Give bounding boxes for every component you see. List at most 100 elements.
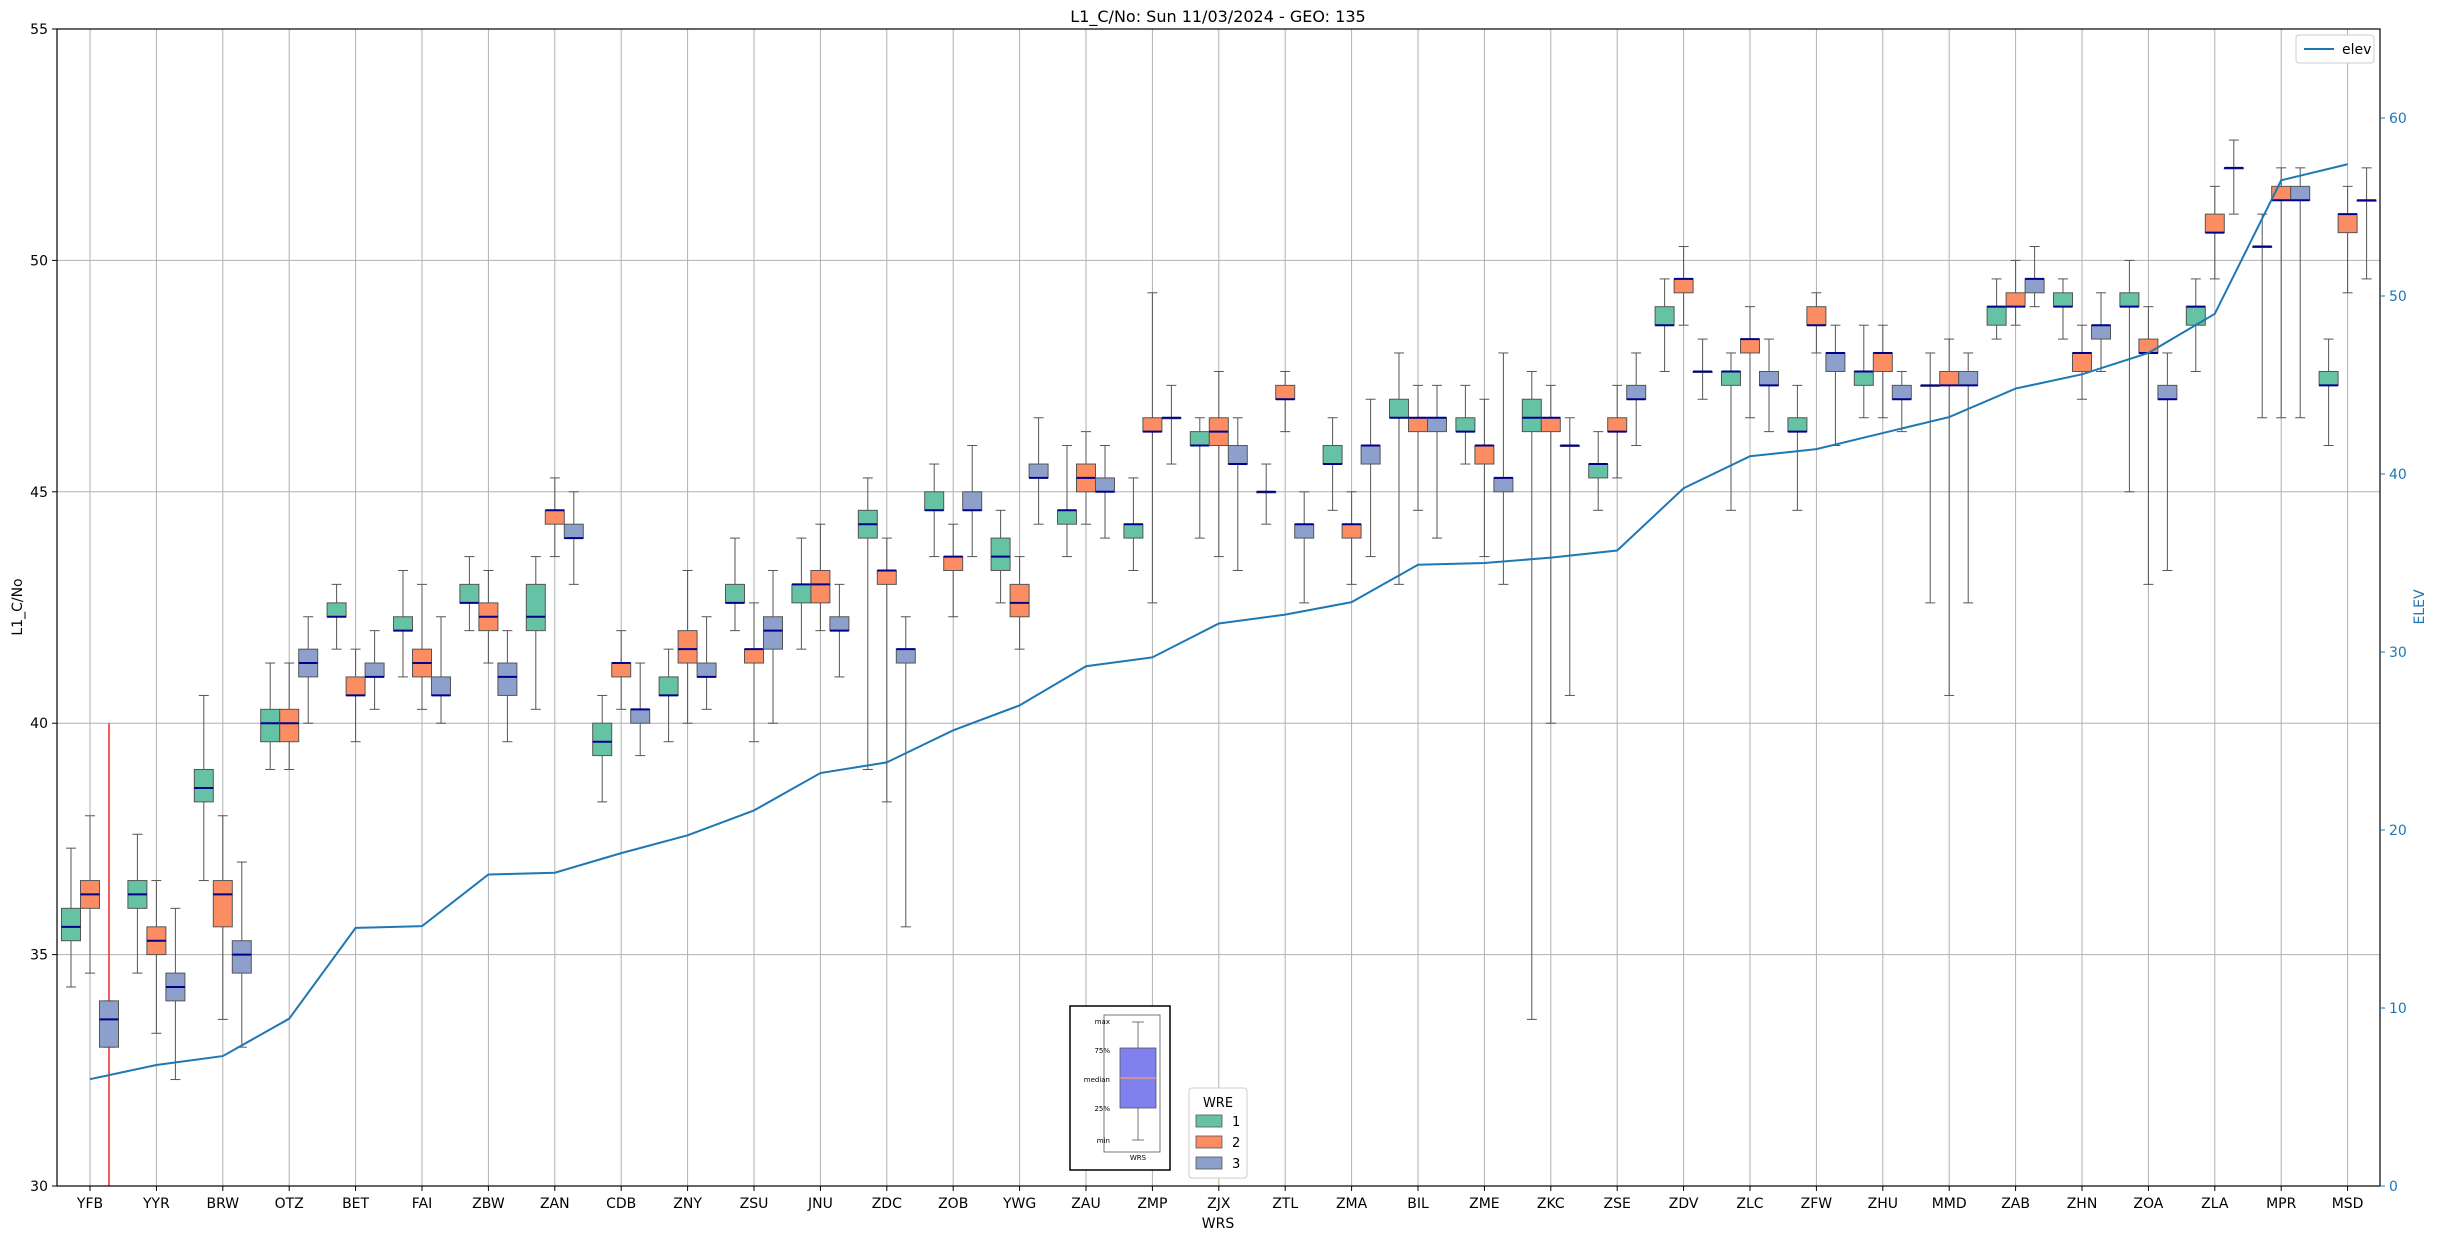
box-yfb-wre1 [61, 847, 81, 988]
box-body [763, 616, 783, 650]
y-tick-label: 50 [30, 253, 48, 269]
inset-axes [1103, 1014, 1161, 1153]
inset-label-q3: 75% [1094, 1047, 1110, 1055]
wre-legend-label-3: 3 [1232, 1157, 1240, 1172]
box-zse-wre1 [1588, 431, 1609, 511]
box-body [1958, 370, 1979, 386]
box-bil-wre2 [1408, 384, 1428, 511]
wre-legend-swatch-2 [1195, 1135, 1223, 1149]
elevation-line [89, 163, 2348, 1081]
box-body [1123, 523, 1144, 539]
box-body [611, 662, 632, 678]
box-zbw-wre1 [459, 556, 480, 632]
box-otz-wre3 [298, 616, 319, 724]
box-zdv-wre2 [1673, 246, 1694, 326]
box-body [1740, 338, 1760, 354]
inset-label-min: min [1097, 1137, 1110, 1145]
box-zan-wre2 [544, 477, 565, 558]
box-body [497, 662, 518, 696]
x-tick-label: ZAN [540, 1196, 570, 1212]
x-tick-label: ZME [1469, 1196, 1500, 1212]
box-zla-wre1 [2185, 278, 2206, 372]
box-zbw-wre2 [478, 569, 499, 664]
box-body [1408, 417, 1428, 433]
box-fai-wre3 [431, 616, 451, 724]
box-zhn-wre1 [2053, 278, 2073, 340]
box-zoa-wre3 [2157, 352, 2178, 571]
x-tick-label: BIL [1407, 1196, 1429, 1212]
box-body [2072, 352, 2092, 372]
x-tick-label: YWG [1002, 1196, 1036, 1212]
box-body [1275, 384, 1296, 400]
box-body [1540, 417, 1561, 433]
box-otz-wre1 [260, 662, 281, 770]
box-zmp-wre2 [1142, 292, 1163, 604]
y-tick-label: 30 [30, 1179, 48, 1195]
box-zkc-wre2 [1540, 384, 1561, 724]
box-body [1654, 306, 1675, 326]
box-body [2053, 292, 2073, 308]
box-zau-wre1 [1057, 445, 1077, 558]
box-cdb-wre1 [592, 694, 613, 803]
box-body [744, 648, 764, 664]
box-body [630, 708, 651, 724]
line-legend-frame [2295, 34, 2375, 64]
chart-title: L1_C/No: Sun 11/03/2024 - GEO: 135 [1070, 7, 1365, 27]
x-tick-label: OTZ [275, 1196, 304, 1212]
box-body [525, 583, 546, 632]
box-zob-wre1 [924, 463, 945, 558]
box-body [1759, 370, 1779, 386]
box-zau-wre3 [1095, 445, 1115, 539]
elevation-line-group [89, 163, 2348, 1081]
box-key-inset: max 75% median 25% min WRS [1069, 1005, 1171, 1171]
box-zse-wre3 [1626, 352, 1647, 447]
box-yfb-wre2 [80, 815, 100, 974]
y-tick-label: 55 [30, 22, 48, 38]
box-body [2157, 384, 2178, 400]
box-yfb-wre3 [99, 1000, 119, 1048]
box-ztl-wre3 [1294, 491, 1315, 604]
inset-label-q1: 25% [1094, 1105, 1110, 1113]
wre-legend-swatch-1 [1195, 1114, 1223, 1128]
box-zlc-wre2 [1740, 306, 1760, 419]
box-bet-wre1 [326, 583, 347, 650]
box-mmd-wre3 [1958, 352, 1979, 604]
box-yyr-wre1 [127, 833, 148, 974]
box-body [1389, 398, 1409, 419]
box-zhu-wre1 [1853, 324, 1874, 419]
box-zbw-wre3 [497, 630, 518, 743]
box-zmp-wre3 [1161, 384, 1182, 465]
y2-tick-label: 10 [2389, 1001, 2407, 1017]
box-zhn-wre2 [2072, 324, 2092, 400]
y-tick-label: 35 [30, 948, 48, 964]
box-brw-wre3 [231, 861, 252, 1048]
box-yyr-wre3 [165, 907, 186, 1081]
box-body [1825, 352, 1846, 372]
box-body [1028, 463, 1049, 479]
box-jnu-wre3 [829, 583, 850, 678]
x-tick-label: ZTL [1272, 1196, 1298, 1212]
box-body [1227, 445, 1248, 465]
x-tick-label: ZDC [872, 1196, 902, 1212]
box-ztl-wre1 [1256, 463, 1277, 525]
x-tick-label: MPR [2266, 1196, 2297, 1212]
box-fai-wre2 [412, 583, 432, 710]
box-zkc-wre3 [1559, 417, 1580, 696]
box-body [1474, 445, 1495, 465]
box-yyr-wre2 [146, 880, 167, 1034]
box-body [1607, 417, 1628, 433]
box-body [1360, 445, 1381, 465]
box-mpr-wre3 [2290, 167, 2311, 419]
y-tick-label: 40 [30, 716, 48, 732]
box-ywg-wre2 [1009, 556, 1030, 650]
y2-axis-label: ELEV [2412, 589, 2428, 624]
x-tick-label: JNU [807, 1196, 833, 1212]
box-zdc-wre3 [895, 616, 916, 928]
box-bet-wre2 [345, 648, 366, 743]
box-body [1806, 306, 1827, 326]
box-body [1142, 417, 1163, 433]
box-msd-wre1 [2318, 338, 2339, 447]
box-body [1057, 509, 1077, 525]
box-body [2318, 370, 2339, 386]
